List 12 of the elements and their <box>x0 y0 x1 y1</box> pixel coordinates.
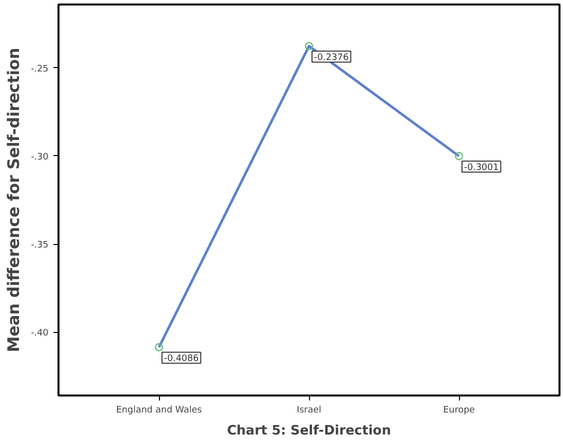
data-label: -0.3001 <box>464 163 499 174</box>
x-tick-label: England and Wales <box>116 406 202 416</box>
y-axis-title: Mean difference for Self-direction <box>4 48 23 352</box>
x-tick-label: Europe <box>443 406 476 416</box>
data-label: -0.2376 <box>314 53 350 64</box>
data-label: -0.4086 <box>164 354 200 364</box>
y-tick-label: -.35 <box>30 240 48 251</box>
y-tick-label: -.30 <box>30 152 49 162</box>
x-tick-label: Israel <box>296 406 322 416</box>
x-axis-title: Chart 5: Self-Direction <box>227 424 392 438</box>
y-tick-label: -.25 <box>30 64 48 74</box>
y-tick-label: -.40 <box>30 328 49 339</box>
